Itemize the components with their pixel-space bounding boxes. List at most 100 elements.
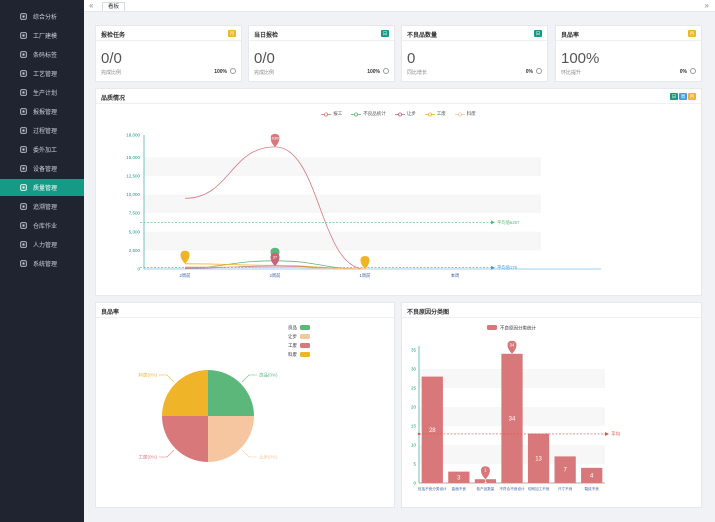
clock-icon: [230, 68, 236, 74]
x-tick-label: 2周前: [270, 272, 282, 279]
x-tick-label: 本周: [451, 272, 460, 279]
bar-value-label: 1: [484, 479, 488, 485]
legend-item[interactable]: 工废: [288, 342, 310, 349]
legend-item[interactable]: 良品: [288, 324, 310, 331]
y-tick-label: 0: [137, 267, 140, 272]
sidebar-item-label: 过程管理: [33, 129, 58, 135]
bar-value-label: 3: [457, 475, 461, 481]
legend-label: 工废: [436, 111, 446, 116]
period-badge[interactable]: 日: [534, 30, 542, 37]
sidebar-item[interactable]: 仓库作业: [0, 217, 84, 234]
stat-percent: 100%: [367, 69, 380, 75]
sidebar-item[interactable]: 质量管理: [0, 179, 84, 196]
period-button[interactable]: 月: [688, 93, 696, 100]
sidebar-item-label: 条码标签: [33, 53, 58, 59]
outsource-icon: [20, 146, 27, 153]
x-tick-label: 裂纹不良: [585, 486, 600, 491]
bar[interactable]: [421, 376, 443, 483]
x-tick-label: 曲面不良: [452, 486, 467, 491]
legend-item[interactable]: 报工: [321, 111, 342, 117]
x-tick-label: 1周前: [360, 272, 372, 279]
period-button[interactable]: 周: [679, 93, 687, 100]
y-tick-label: 10,000: [126, 192, 140, 197]
sidebar-item[interactable]: 综合分析: [0, 8, 84, 25]
stat-percent: 100%: [214, 69, 227, 75]
stat-percent: 0%: [525, 69, 533, 75]
sidebar-item[interactable]: 工艺管理: [0, 65, 84, 82]
rate-panel: 良品率 良品(0%) 让步(0%) 工废(0%) 料废(0%) 良品 让步 工废 料废: [95, 302, 395, 508]
pie-label: 让步(0%): [259, 454, 278, 461]
sidebar-item[interactable]: 系统管理: [0, 255, 84, 272]
legend-label: 报工: [333, 111, 343, 116]
stat-sub-label: 完成比例: [101, 70, 122, 76]
sidebar-item[interactable]: 报报管理: [0, 103, 84, 120]
sidebar-item[interactable]: 生产计划: [0, 84, 84, 101]
legend-item[interactable]: 料废: [288, 351, 310, 358]
collapse-left-button[interactable]: «: [89, 1, 94, 10]
y-tick-label: 5,000: [129, 229, 141, 234]
legend-item[interactable]: 工废: [424, 111, 446, 117]
bar[interactable]: [527, 433, 550, 483]
process-icon: [20, 70, 27, 77]
legend-item[interactable]: 让步: [394, 111, 416, 117]
pie-slice[interactable]: [208, 416, 254, 462]
y-tick-label: 30: [411, 367, 417, 372]
x-tick-label: 切削加工不良: [528, 486, 550, 491]
bar[interactable]: [501, 353, 523, 483]
sidebar-item[interactable]: 条码标签: [0, 46, 84, 63]
bar[interactable]: [474, 479, 497, 483]
y-tick-label: 18,000: [126, 133, 140, 138]
sidebar-item[interactable]: 委外加工: [0, 141, 84, 158]
sidebar-item-label: 追溯管理: [33, 205, 58, 211]
pie-slice[interactable]: [162, 370, 208, 416]
legend-label: 工废: [288, 342, 297, 349]
average-label: 平均值6257: [497, 219, 520, 226]
legend-item[interactable]: 不良品统计: [351, 111, 386, 117]
pie-label: 料废(0%): [138, 371, 157, 378]
y-tick-label: 0: [413, 481, 416, 486]
sidebar-item[interactable]: 追溯管理: [0, 198, 84, 215]
y-tick-label: 20: [411, 405, 417, 410]
data-marker[interactable]: [180, 250, 190, 264]
stat-sub-label: 完成比例: [254, 70, 275, 76]
bar[interactable]: [554, 456, 576, 483]
data-marker[interactable]: 34: [507, 340, 517, 354]
clock-icon: [383, 68, 389, 74]
stat-value: 0/0: [254, 50, 275, 67]
legend-label: 不良品统计: [363, 111, 386, 116]
sidebar-item[interactable]: 设备管理: [0, 160, 84, 177]
stat-sub-label: 环比提升: [561, 70, 582, 76]
stat-card: 报检任务 月 0/0 完成比例 100%: [95, 25, 242, 82]
legend-item[interactable]: 料废: [454, 111, 476, 117]
sidebar-item[interactable]: 工厂建模: [0, 27, 84, 44]
pie-slice[interactable]: [162, 416, 208, 462]
tab-dashboard[interactable]: 看板: [102, 2, 126, 11]
legend-item[interactable]: 不良原因分类统计: [487, 325, 536, 332]
period-badge[interactable]: 日: [381, 30, 389, 37]
stat-title: 报检任务: [101, 33, 126, 39]
search-icon: [20, 184, 27, 191]
sidebar-item[interactable]: 过程管理: [0, 122, 84, 139]
period-badge[interactable]: 月: [228, 30, 236, 37]
data-marker[interactable]: 1: [480, 466, 490, 480]
bar[interactable]: [581, 467, 603, 483]
sidebar-item[interactable]: 人力管理: [0, 236, 84, 253]
pie-label: 良品(0%): [259, 371, 278, 378]
legend-item[interactable]: 让步: [288, 333, 310, 340]
data-marker[interactable]: 16300: [270, 133, 281, 147]
clock-icon: [690, 68, 696, 74]
factory-icon: [20, 32, 27, 39]
period-badge[interactable]: 月: [688, 30, 696, 37]
y-tick-label: 12,500: [126, 173, 140, 178]
period-button[interactable]: 日: [670, 93, 678, 100]
x-tick-label: 各产品数量: [476, 486, 494, 491]
data-marker[interactable]: 37: [270, 253, 280, 267]
data-marker[interactable]: [360, 256, 370, 269]
average-label: 平均值175: [497, 264, 518, 271]
sidebar: 综合分析工厂建模条码标签工艺管理生产计划报报管理过程管理委外加工设备管理质量管理…: [0, 0, 84, 522]
bar[interactable]: [448, 471, 470, 483]
series-line: [184, 146, 366, 270]
collapse-right-button[interactable]: »: [704, 1, 709, 10]
pie-slice[interactable]: [208, 370, 254, 416]
plan-icon: [20, 89, 27, 96]
